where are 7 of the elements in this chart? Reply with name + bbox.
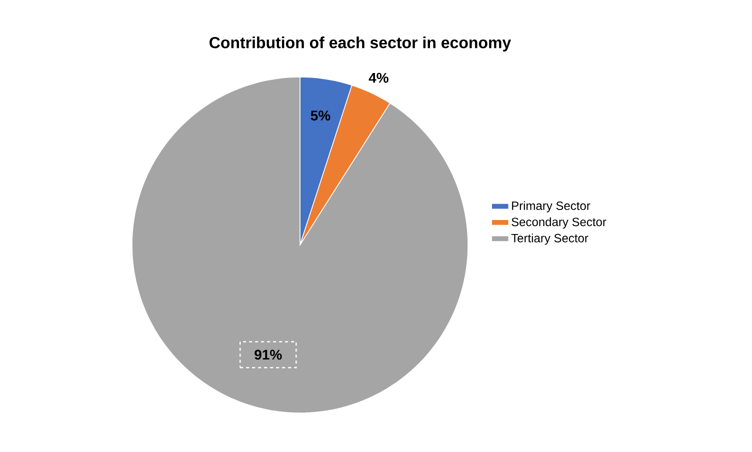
data-label: 5% xyxy=(310,110,330,121)
legend-label: Tertiary Sector xyxy=(511,234,588,245)
legend-label: Secondary Sector xyxy=(512,217,606,229)
data-label: 4% xyxy=(368,72,388,83)
chart-title: Contribution of each sector in economy xyxy=(210,36,512,52)
data-label: 91% xyxy=(254,350,282,360)
legend-label: Primary Sector xyxy=(512,201,590,212)
